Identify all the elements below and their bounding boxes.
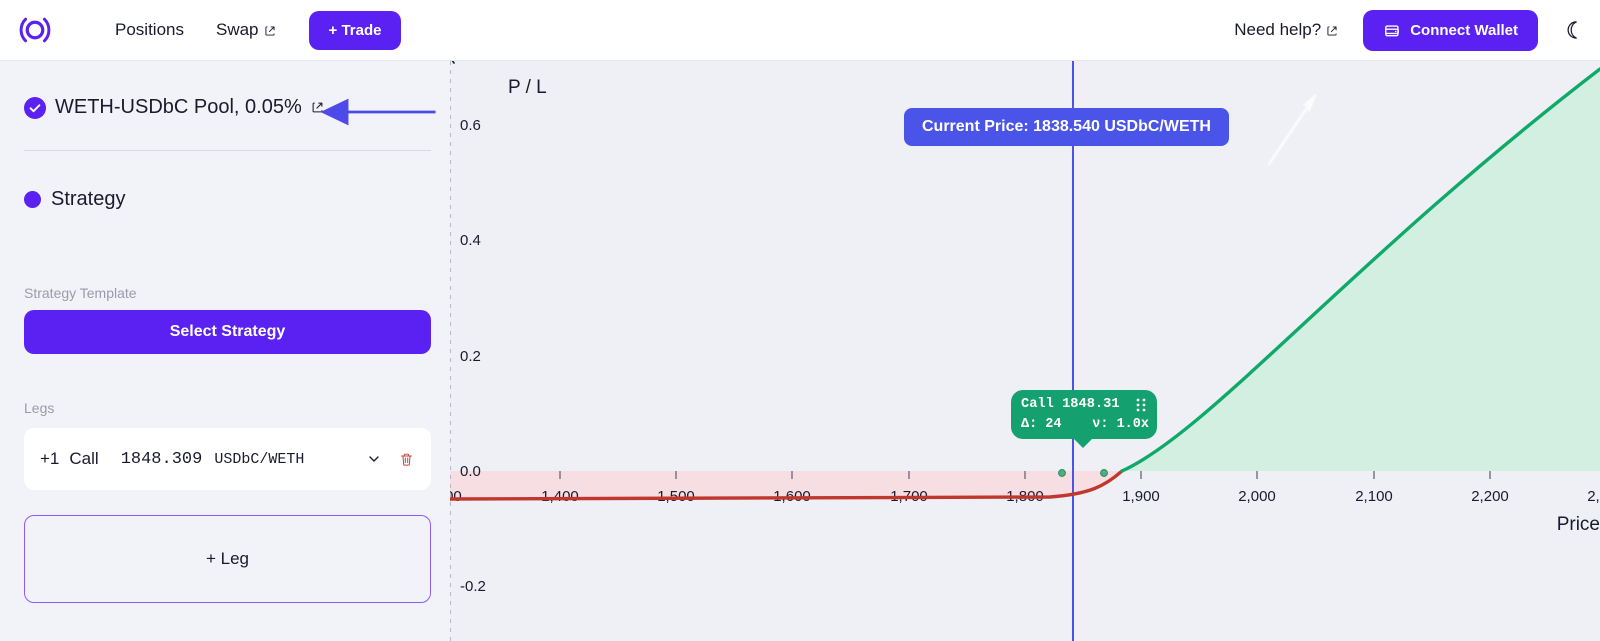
svg-text:Price: Price <box>1557 514 1600 535</box>
svg-text:0.4: 0.4 <box>460 232 481 249</box>
svg-text:1,300: 1,300 <box>450 488 462 505</box>
svg-text:0.0: 0.0 <box>460 463 481 480</box>
svg-text:1,400: 1,400 <box>541 488 579 505</box>
svg-text:1,500: 1,500 <box>657 488 695 505</box>
svg-text:P / L: P / L <box>508 77 547 98</box>
svg-text:2,100: 2,100 <box>1355 488 1393 505</box>
svg-text:2,300: 2,300 <box>1587 488 1600 505</box>
svg-text:2,200: 2,200 <box>1471 488 1509 505</box>
svg-text:0.6: 0.6 <box>460 117 481 134</box>
svg-text:2,000: 2,000 <box>1238 488 1276 505</box>
svg-text:0.2: 0.2 <box>460 348 481 365</box>
svg-text:1,900: 1,900 <box>1122 488 1160 505</box>
svg-text:-0.2: -0.2 <box>460 578 486 595</box>
